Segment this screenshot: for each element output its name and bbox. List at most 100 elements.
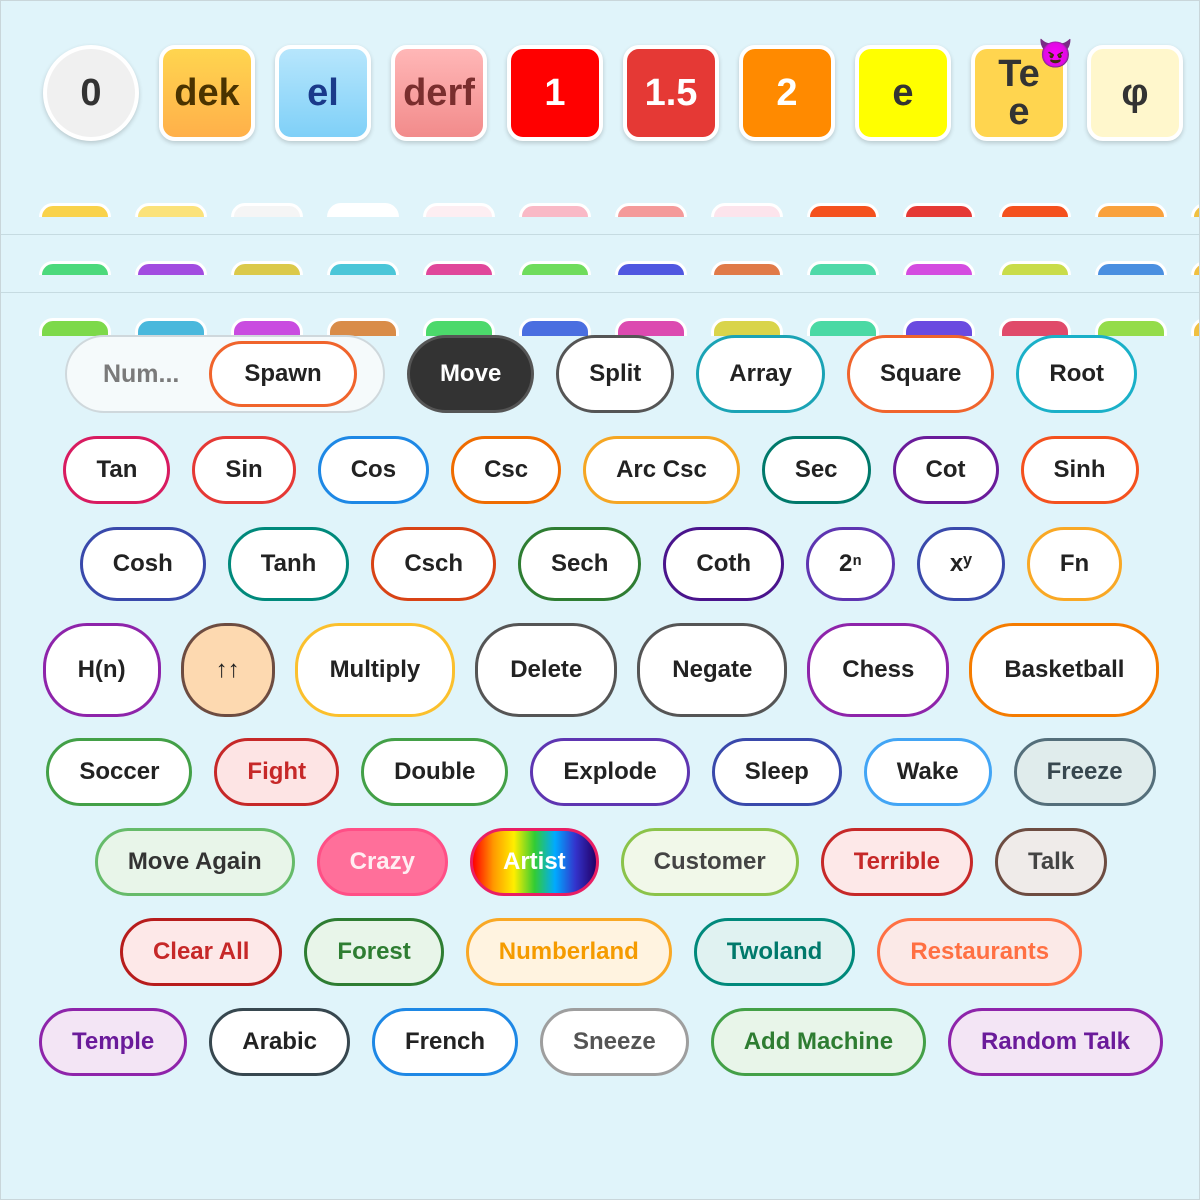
action-button[interactable]: Tanh: [227, 527, 350, 601]
action-button[interactable]: Talk: [994, 828, 1108, 896]
action-button[interactable]: Split: [556, 335, 675, 413]
action-button[interactable]: Cosh: [79, 527, 206, 601]
swatch[interactable]: [39, 318, 111, 336]
action-button[interactable]: Move: [406, 335, 535, 413]
swatch[interactable]: [711, 203, 783, 217]
swatch[interactable]: [807, 261, 879, 275]
swatch[interactable]: [39, 203, 111, 217]
swatch[interactable]: [423, 203, 495, 217]
swatch[interactable]: [1095, 318, 1167, 336]
swatch[interactable]: [615, 261, 687, 275]
action-button[interactable]: Sec: [761, 436, 871, 504]
swatch[interactable]: [807, 203, 879, 217]
swatch[interactable]: [999, 203, 1071, 217]
swatch[interactable]: [999, 261, 1071, 275]
action-button[interactable]: Root: [1016, 335, 1138, 413]
number-tile[interactable]: 1: [507, 45, 603, 141]
action-button[interactable]: Soccer: [46, 738, 193, 806]
action-button[interactable]: Arabic: [209, 1008, 350, 1076]
action-button[interactable]: Forest: [304, 918, 444, 986]
swatch[interactable]: [519, 318, 591, 336]
action-button[interactable]: Sech: [518, 527, 642, 601]
action-button[interactable]: Square: [847, 335, 995, 413]
action-button[interactable]: xʸ: [916, 527, 1005, 601]
swatch[interactable]: [1191, 318, 1199, 336]
swatch[interactable]: [711, 318, 783, 336]
swatch[interactable]: [135, 318, 207, 336]
swatch[interactable]: [231, 261, 303, 275]
swatch[interactable]: [711, 261, 783, 275]
action-button[interactable]: Sneeze: [539, 1008, 689, 1076]
number-tile[interactable]: derf: [391, 45, 487, 141]
action-button[interactable]: Move Again: [94, 828, 295, 896]
swatch[interactable]: [903, 203, 975, 217]
action-button[interactable]: Tan: [63, 436, 171, 504]
action-button[interactable]: Explode: [530, 738, 690, 806]
swatch[interactable]: [903, 318, 975, 336]
action-button[interactable]: Csch: [371, 527, 496, 601]
number-tile[interactable]: Te e 😈: [971, 38, 1073, 141]
swatch[interactable]: [999, 318, 1071, 336]
swatch[interactable]: [1191, 261, 1199, 275]
action-button[interactable]: Delete: [475, 623, 618, 717]
action-button[interactable]: Numberland: [465, 918, 672, 986]
swatch[interactable]: [519, 203, 591, 217]
action-button[interactable]: Wake: [863, 738, 992, 806]
action-button[interactable]: Basketball: [969, 623, 1160, 717]
swatch[interactable]: [1191, 203, 1199, 217]
number-input[interactable]: Num... Spawn: [64, 335, 385, 413]
swatch[interactable]: [135, 261, 207, 275]
swatch[interactable]: [615, 318, 687, 336]
number-tile[interactable]: 2: [739, 45, 835, 141]
action-button[interactable]: Sleep: [711, 738, 842, 806]
swatch[interactable]: [327, 203, 399, 217]
action-button[interactable]: French: [371, 1008, 518, 1076]
action-button[interactable]: Random Talk: [948, 1008, 1163, 1076]
action-button[interactable]: Fight: [214, 738, 340, 806]
action-button[interactable]: Customer: [620, 828, 799, 896]
swatch[interactable]: [1095, 261, 1167, 275]
action-button[interactable]: Crazy: [316, 828, 448, 896]
number-tile[interactable]: 0: [43, 45, 139, 141]
swatch[interactable]: [135, 203, 207, 217]
action-button[interactable]: Freeze: [1013, 738, 1156, 806]
action-button[interactable]: Sinh: [1020, 436, 1139, 504]
swatch[interactable]: [519, 261, 591, 275]
action-button[interactable]: Artist: [469, 828, 599, 896]
action-button[interactable]: Cot: [892, 436, 999, 504]
action-button[interactable]: Twoland: [693, 918, 856, 986]
action-button[interactable]: Double: [361, 738, 509, 806]
swatch[interactable]: [231, 203, 303, 217]
number-tile[interactable]: φ: [1087, 45, 1183, 141]
swatch[interactable]: [39, 261, 111, 275]
action-button[interactable]: Restaurants: [877, 918, 1083, 986]
action-button[interactable]: Arc Csc: [583, 436, 740, 504]
swatch[interactable]: [615, 203, 687, 217]
action-button[interactable]: Chess: [807, 623, 950, 717]
action-button[interactable]: Sin: [192, 436, 296, 504]
number-tile[interactable]: el: [275, 45, 371, 141]
swatch[interactable]: [903, 261, 975, 275]
action-button[interactable]: Negate: [637, 623, 788, 717]
action-button[interactable]: Spawn: [209, 341, 357, 407]
number-tile[interactable]: e: [855, 45, 951, 141]
action-button[interactable]: Add Machine: [710, 1008, 927, 1076]
swatch[interactable]: [231, 318, 303, 336]
action-button[interactable]: Fn: [1026, 527, 1123, 601]
number-tile[interactable]: dek: [159, 45, 255, 141]
action-button[interactable]: Coth: [663, 527, 785, 601]
action-button[interactable]: 2ⁿ: [806, 527, 895, 601]
action-button[interactable]: Temple: [39, 1008, 188, 1076]
number-tile[interactable]: 1.5: [623, 45, 719, 141]
action-button[interactable]: Multiply: [294, 623, 456, 717]
action-button[interactable]: Clear All: [119, 918, 283, 986]
action-button[interactable]: Array: [696, 335, 826, 413]
swatch[interactable]: [807, 318, 879, 336]
swatch[interactable]: [327, 318, 399, 336]
action-button[interactable]: H(n): [42, 623, 161, 717]
action-button[interactable]: Csc: [451, 436, 562, 504]
action-button[interactable]: ↑↑: [180, 623, 275, 717]
swatch[interactable]: [423, 261, 495, 275]
action-button[interactable]: Cos: [317, 436, 430, 504]
swatch[interactable]: [1095, 203, 1167, 217]
